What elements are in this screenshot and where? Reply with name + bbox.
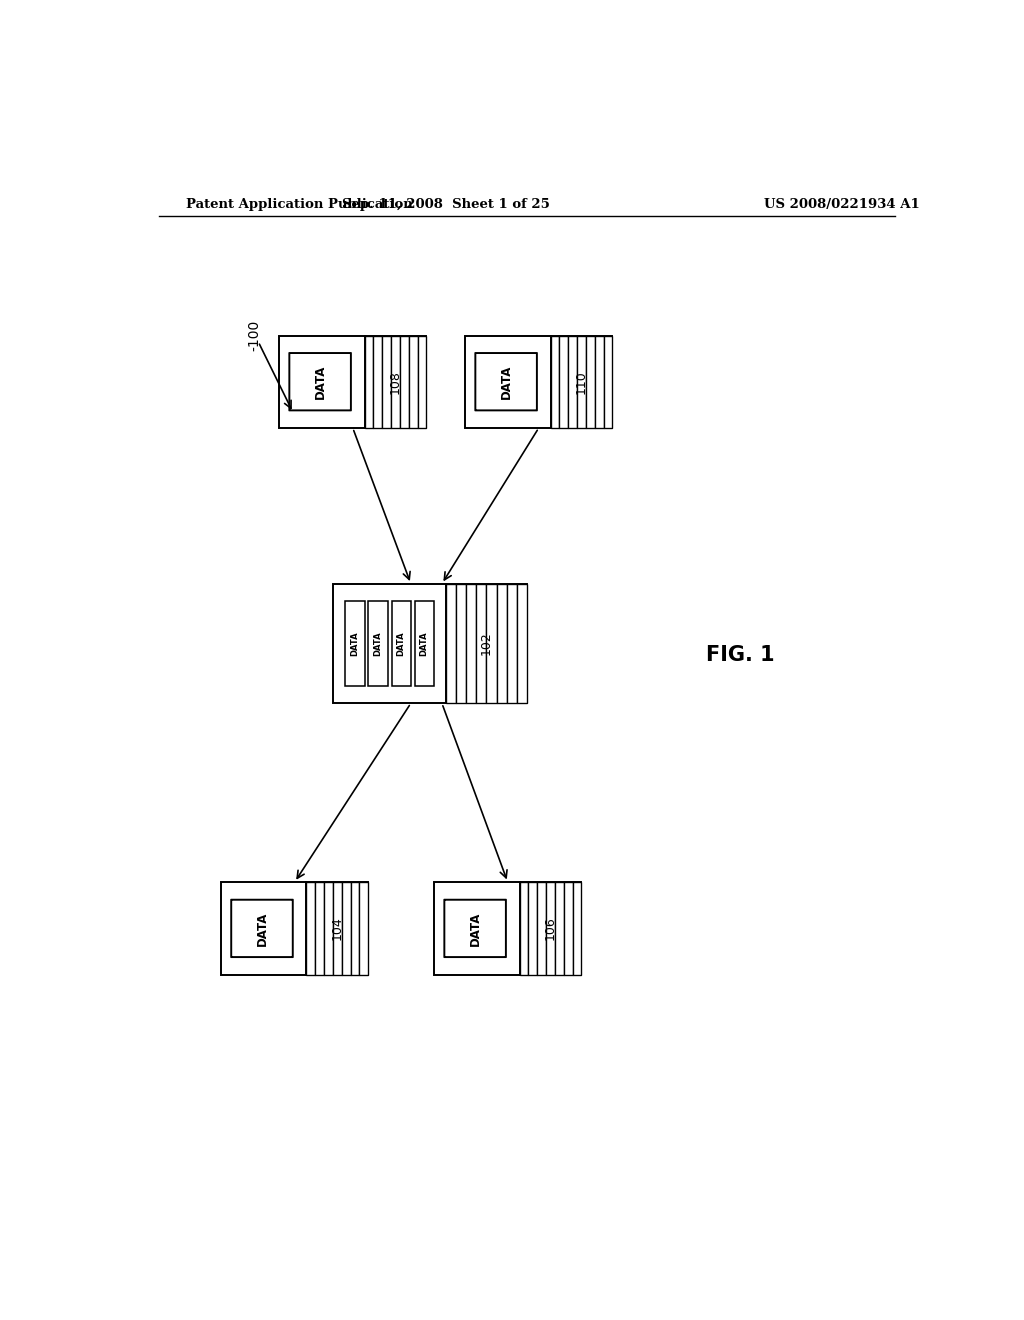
- Text: 102: 102: [480, 632, 493, 655]
- Text: DATA: DATA: [500, 364, 513, 399]
- Bar: [517, 583, 527, 704]
- Bar: [568, 335, 578, 428]
- Text: DATA: DATA: [420, 631, 429, 656]
- Bar: [315, 882, 324, 974]
- Bar: [434, 882, 582, 974]
- FancyBboxPatch shape: [290, 352, 351, 411]
- Text: 106: 106: [544, 916, 557, 940]
- Bar: [391, 601, 411, 686]
- Bar: [528, 882, 538, 974]
- Text: DATA: DATA: [374, 631, 383, 656]
- Bar: [415, 601, 434, 686]
- Text: 110: 110: [574, 370, 588, 393]
- Bar: [333, 882, 342, 974]
- Text: DATA: DATA: [350, 631, 359, 656]
- Bar: [391, 335, 399, 428]
- Text: -100: -100: [248, 321, 261, 351]
- Bar: [538, 882, 546, 974]
- Bar: [586, 335, 595, 428]
- Text: Sep. 11, 2008  Sheet 1 of 25: Sep. 11, 2008 Sheet 1 of 25: [342, 198, 550, 211]
- Text: 108: 108: [389, 370, 402, 393]
- Bar: [280, 335, 426, 428]
- Bar: [519, 882, 528, 974]
- Bar: [578, 335, 586, 428]
- Bar: [476, 583, 486, 704]
- Bar: [595, 335, 603, 428]
- Bar: [572, 882, 582, 974]
- Bar: [359, 882, 369, 974]
- Bar: [551, 335, 559, 428]
- Bar: [418, 335, 426, 428]
- Bar: [221, 882, 369, 974]
- Bar: [374, 335, 382, 428]
- Bar: [306, 882, 315, 974]
- Bar: [465, 335, 612, 428]
- Bar: [369, 601, 388, 686]
- Text: FIG. 1: FIG. 1: [706, 645, 774, 665]
- Bar: [334, 583, 527, 704]
- Bar: [507, 583, 517, 704]
- Bar: [466, 583, 476, 704]
- Text: 104: 104: [331, 916, 344, 940]
- Text: DATA: DATA: [396, 631, 406, 656]
- Bar: [555, 882, 563, 974]
- Bar: [399, 335, 409, 428]
- Bar: [345, 601, 365, 686]
- Text: Patent Application Publication: Patent Application Publication: [186, 198, 413, 211]
- Text: DATA: DATA: [313, 364, 327, 399]
- Bar: [546, 882, 555, 974]
- FancyBboxPatch shape: [444, 900, 506, 957]
- Bar: [497, 583, 507, 704]
- Bar: [342, 882, 350, 974]
- FancyBboxPatch shape: [231, 900, 293, 957]
- Bar: [409, 335, 418, 428]
- Bar: [365, 335, 374, 428]
- Text: DATA: DATA: [256, 911, 268, 945]
- Bar: [382, 335, 391, 428]
- Bar: [456, 583, 466, 704]
- Text: US 2008/0221934 A1: US 2008/0221934 A1: [764, 198, 920, 211]
- Bar: [486, 583, 497, 704]
- Bar: [603, 335, 612, 428]
- Bar: [350, 882, 359, 974]
- Text: DATA: DATA: [469, 911, 481, 945]
- Bar: [563, 882, 572, 974]
- Bar: [445, 583, 456, 704]
- Bar: [559, 335, 568, 428]
- Bar: [324, 882, 333, 974]
- FancyBboxPatch shape: [475, 352, 537, 411]
